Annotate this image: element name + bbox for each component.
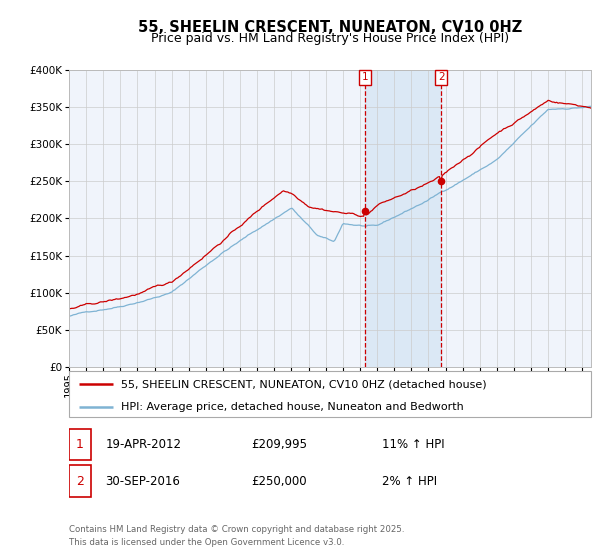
Text: 19-APR-2012: 19-APR-2012 — [106, 438, 182, 451]
Text: HPI: Average price, detached house, Nuneaton and Bedworth: HPI: Average price, detached house, Nune… — [121, 402, 464, 412]
Text: 2: 2 — [438, 72, 445, 82]
Text: £209,995: £209,995 — [252, 438, 308, 451]
Text: 2% ↑ HPI: 2% ↑ HPI — [382, 474, 437, 488]
Text: 11% ↑ HPI: 11% ↑ HPI — [382, 438, 445, 451]
Text: 1: 1 — [76, 438, 84, 451]
FancyBboxPatch shape — [69, 465, 91, 497]
Text: This data is licensed under the Open Government Licence v3.0.: This data is licensed under the Open Gov… — [69, 538, 344, 547]
Text: Contains HM Land Registry data © Crown copyright and database right 2025.: Contains HM Land Registry data © Crown c… — [69, 525, 404, 534]
Text: £250,000: £250,000 — [252, 474, 307, 488]
FancyBboxPatch shape — [69, 371, 591, 417]
Text: 55, SHEELIN CRESCENT, NUNEATON, CV10 0HZ (detached house): 55, SHEELIN CRESCENT, NUNEATON, CV10 0HZ… — [121, 379, 487, 389]
Text: 30-SEP-2016: 30-SEP-2016 — [106, 474, 181, 488]
FancyBboxPatch shape — [69, 429, 91, 460]
Bar — [365, 70, 441, 367]
Text: 1: 1 — [362, 72, 368, 82]
Text: Price paid vs. HM Land Registry's House Price Index (HPI): Price paid vs. HM Land Registry's House … — [151, 32, 509, 45]
Text: 55, SHEELIN CRESCENT, NUNEATON, CV10 0HZ: 55, SHEELIN CRESCENT, NUNEATON, CV10 0HZ — [138, 20, 522, 35]
Text: 2: 2 — [76, 474, 84, 488]
